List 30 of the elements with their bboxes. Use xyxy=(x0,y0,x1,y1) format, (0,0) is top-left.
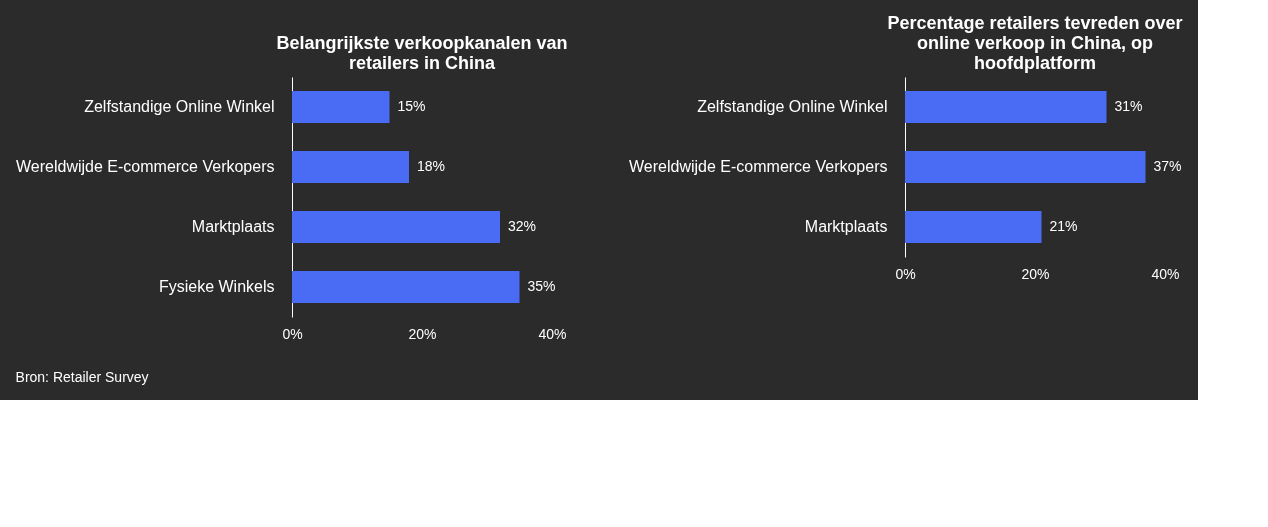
chart-title: Belangrijkste verkoopkanalen van retailers in China xyxy=(276,33,568,73)
x-tick-label: 40% xyxy=(538,325,567,342)
y-tick-label: Fysieke Winkels xyxy=(158,278,275,295)
y-tick-label: Zelfstandige Online Winkel xyxy=(84,98,275,115)
data-label: 15% xyxy=(397,98,426,114)
bar xyxy=(292,211,500,243)
bar xyxy=(292,91,390,123)
x-tick-label: 20% xyxy=(1021,265,1050,282)
y-tick-label: Wereldwijde E-commerce Verkopers xyxy=(16,158,275,175)
data-label: 37% xyxy=(1153,158,1182,174)
data-label: 18% xyxy=(417,158,446,174)
y-tick-label: Zelfstandige Online Winkel xyxy=(697,98,888,115)
bar xyxy=(292,271,520,303)
y-tick-label: Wereldwijde E-commerce Verkopers xyxy=(629,158,888,175)
x-tick-label: 20% xyxy=(408,325,437,342)
data-label: 32% xyxy=(508,218,537,234)
chart-title: Percentage retailers tevreden over online verkoop in China, op hoofdplatform xyxy=(887,13,1183,73)
data-label: 21% xyxy=(1049,218,1078,234)
y-tick-label: Marktplaats xyxy=(191,218,275,235)
data-label: 31% xyxy=(1114,98,1143,114)
bar xyxy=(292,151,409,183)
y-tick-label: Marktplaats xyxy=(804,218,888,235)
data-label: 35% xyxy=(527,278,556,294)
x-tick-label: 0% xyxy=(282,325,303,342)
x-tick-label: 40% xyxy=(1151,265,1180,282)
bar xyxy=(905,91,1107,123)
x-tick-label: 0% xyxy=(895,265,916,282)
text: Bron: Retailer Survey xyxy=(15,369,149,385)
bar xyxy=(905,211,1042,243)
bar xyxy=(905,151,1146,183)
